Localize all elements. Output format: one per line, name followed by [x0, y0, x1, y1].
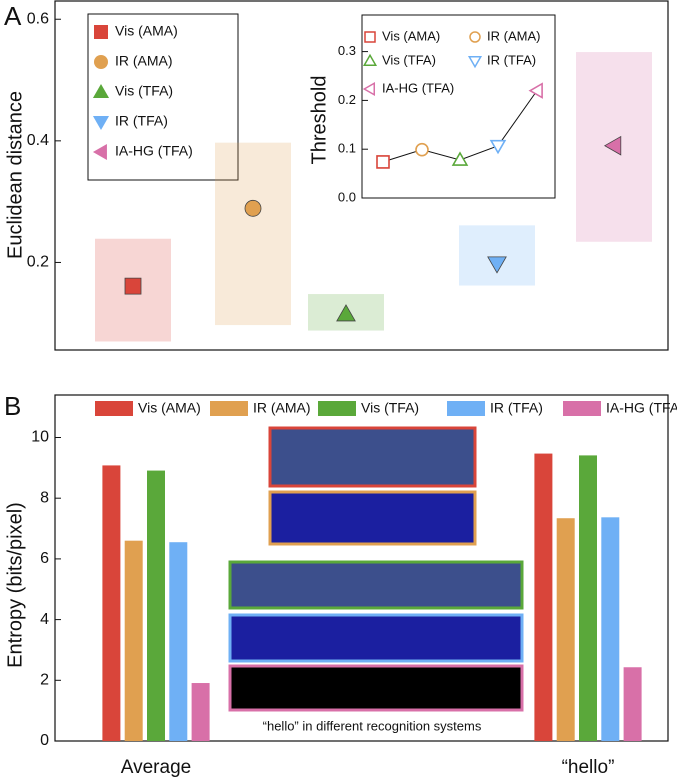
y-tick-label: 4 — [40, 611, 49, 628]
image-strip — [228, 560, 524, 610]
bar — [102, 465, 121, 741]
y-tick-label: 0.4 — [27, 132, 49, 149]
y-tick-label: 2 — [40, 672, 49, 689]
threshold-point — [489, 139, 507, 155]
centroid — [244, 200, 262, 217]
legend-marker — [362, 53, 378, 66]
legend-label: IR (TFA) — [115, 113, 168, 129]
x-tick-label: Average — [121, 757, 191, 778]
panel-a-frame — [54, 0, 669, 351]
centroid — [603, 135, 622, 156]
threshold-point — [376, 155, 390, 169]
legend-swatch — [210, 401, 248, 416]
y-tick-label: 0.1 — [338, 141, 356, 156]
legend-label: Vis (TFA) — [382, 52, 436, 67]
bar — [147, 470, 165, 741]
y-tick-label: 6 — [40, 550, 49, 567]
y-tick-label: 0.6 — [27, 10, 49, 27]
y-tick-label: 0.2 — [27, 254, 49, 271]
legend-label: IR (AMA) — [253, 400, 311, 416]
legend-swatch — [563, 401, 601, 416]
legend-box — [87, 13, 239, 181]
y-tick-label: 0.2 — [338, 92, 356, 107]
y-axis-title: Threshold — [308, 76, 330, 165]
centroid — [336, 304, 356, 322]
legend-swatch — [318, 401, 356, 416]
legend-marker — [467, 56, 483, 69]
legend-label: IA-HG (TFA) — [382, 80, 454, 95]
point-cloud — [215, 142, 291, 326]
legend-label: IR (TFA) — [487, 52, 536, 67]
legend-marker — [362, 81, 375, 97]
legend-marker — [94, 55, 108, 69]
legend-swatch — [447, 401, 485, 416]
legend-label: IR (TFA) — [490, 400, 543, 416]
legend-marker — [92, 116, 110, 131]
legend-label: Vis (AMA) — [138, 400, 201, 416]
panel-label: A — [4, 1, 22, 31]
image-strips — [228, 426, 524, 712]
x-tick-label: “hello” — [562, 757, 615, 778]
image-strip — [228, 613, 524, 663]
legend-marker — [469, 31, 481, 43]
threshold-point — [528, 82, 543, 99]
legend-swatch — [95, 401, 133, 416]
bar — [601, 517, 620, 741]
bar — [623, 667, 642, 741]
image-strip — [268, 490, 477, 546]
legend-label: Vis (AMA) — [382, 28, 440, 43]
legend-label: Vis (AMA) — [115, 23, 178, 39]
caption: “hello” in different recognition systems — [263, 718, 482, 733]
bar — [124, 540, 143, 741]
legend-label: Vis (TFA) — [115, 83, 173, 99]
centroid — [124, 277, 142, 295]
point-cloud — [459, 225, 535, 286]
bar — [169, 542, 188, 741]
y-tick-label: 10 — [31, 429, 49, 446]
legend-label: IR (AMA) — [487, 28, 540, 43]
legend-label: IR (AMA) — [115, 53, 173, 69]
y-tick-label: 0.3 — [338, 43, 356, 58]
inset-frame — [361, 14, 556, 199]
y-tick-label: 8 — [40, 489, 49, 506]
image-strip — [228, 664, 524, 712]
y-axis-title: Entropy (bits/pixel) — [4, 502, 26, 668]
legend-label: Vis (TFA) — [361, 400, 419, 416]
y-axis-title: Euclidean distance — [4, 91, 26, 259]
bar — [534, 453, 553, 741]
legend-label: IA-HG (TFA) — [115, 143, 193, 159]
bar — [191, 683, 210, 741]
panel-b-frame — [54, 394, 669, 742]
centroid — [487, 256, 507, 274]
y-tick-label: 0.0 — [338, 189, 356, 204]
legend-marker — [94, 25, 108, 39]
panel-label: B — [4, 391, 21, 421]
legend-label: IA-HG (TFA) — [606, 400, 677, 416]
legend-marker — [92, 83, 110, 98]
image-strip — [268, 426, 477, 488]
threshold-point — [451, 151, 469, 166]
bar — [579, 455, 597, 741]
bar — [556, 518, 575, 741]
legend-marker — [92, 143, 107, 161]
legend-marker — [364, 31, 376, 43]
threshold-point — [415, 142, 429, 157]
y-tick-label: 0 — [40, 732, 49, 749]
